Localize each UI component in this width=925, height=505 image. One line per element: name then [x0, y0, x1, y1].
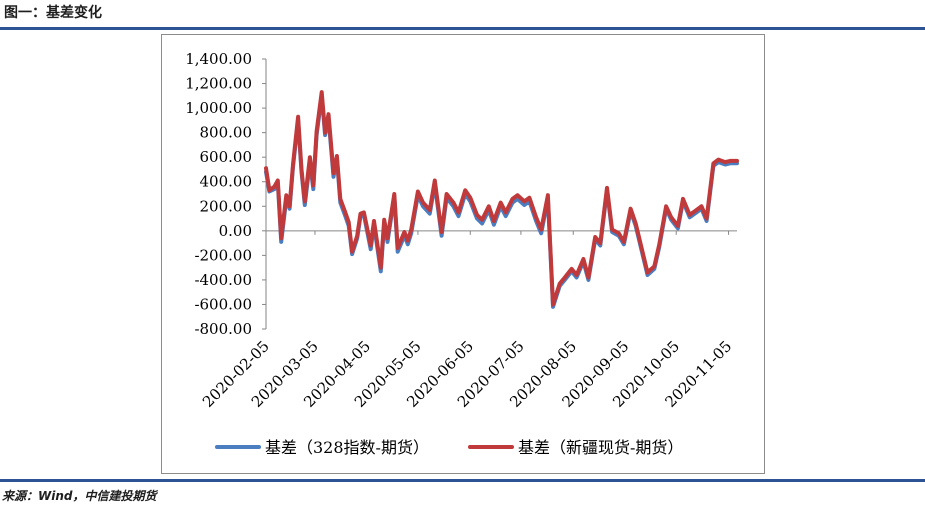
source-note: 来源：Wind，中信建投期货 [2, 489, 157, 503]
y-tick-label: 1,000.00 [185, 99, 252, 117]
y-tick-label: -400.00 [194, 271, 252, 289]
basis-line-chart: 1,400.00 1,200.00 1,000.00 800.00 600.00 400.… [185, 50, 739, 457]
y-tick-label: -200.00 [194, 246, 252, 264]
chart-frame: 1,400.00 1,200.00 1,000.00 800.00 600.00 400.… [161, 34, 765, 474]
footer-rule [0, 479, 925, 482]
y-tick-label: -600.00 [194, 295, 252, 313]
y-tick-label: 600.00 [200, 148, 253, 166]
y-tick-label: -800.00 [194, 320, 252, 338]
y-tick-label: 200.00 [200, 197, 253, 215]
y-tick-label: 1,200.00 [185, 75, 252, 93]
legend-label-1: 基差（328指数-期货） [265, 438, 429, 457]
y-tick-label: 1,400.00 [185, 50, 252, 68]
legend-label-2: 基差（新疆现货-期货） [518, 438, 683, 457]
y-tick-label: 0.00 [219, 222, 252, 240]
header-rule [0, 27, 925, 30]
figure-title: 图一：基差变化 [4, 5, 102, 21]
series-line-2 [264, 90, 739, 307]
y-tick-label: 400.00 [200, 173, 253, 191]
y-tick-label: 800.00 [200, 124, 253, 142]
